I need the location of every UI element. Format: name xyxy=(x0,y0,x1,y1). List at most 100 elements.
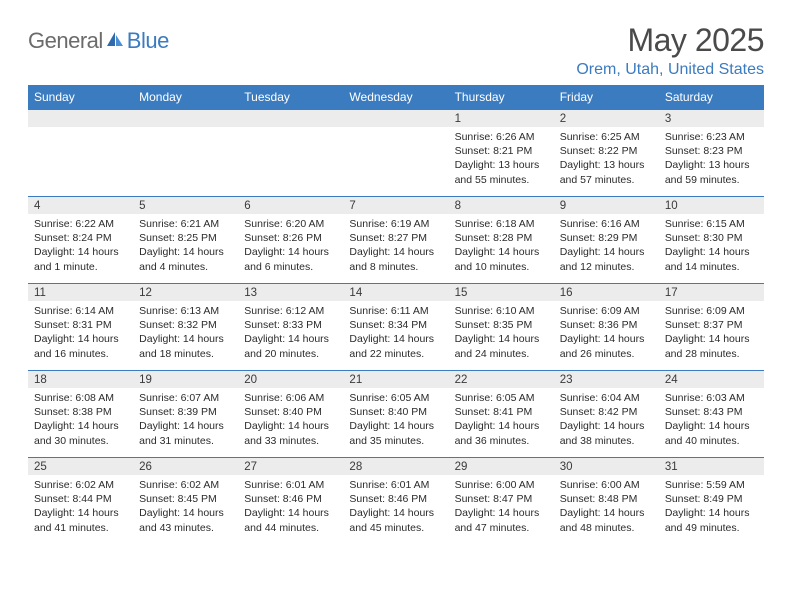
day-data: Sunrise: 6:01 AMSunset: 8:46 PMDaylight:… xyxy=(238,475,343,539)
day-cell: 3Sunrise: 6:23 AMSunset: 8:23 PMDaylight… xyxy=(659,110,764,196)
day-cell: 16Sunrise: 6:09 AMSunset: 8:36 PMDayligh… xyxy=(554,284,659,370)
sunrise-line: Sunrise: 6:04 AM xyxy=(560,391,653,405)
day-cell: 20Sunrise: 6:06 AMSunset: 8:40 PMDayligh… xyxy=(238,371,343,457)
day-cell: 11Sunrise: 6:14 AMSunset: 8:31 PMDayligh… xyxy=(28,284,133,370)
day-number: 20 xyxy=(238,371,343,388)
day-cell: 13Sunrise: 6:12 AMSunset: 8:33 PMDayligh… xyxy=(238,284,343,370)
sunrise-line: Sunrise: 6:09 AM xyxy=(560,304,653,318)
empty-cell xyxy=(238,110,343,196)
day-cell: 30Sunrise: 6:00 AMSunset: 8:48 PMDayligh… xyxy=(554,458,659,544)
day-number: 10 xyxy=(659,197,764,214)
daylight-line: Daylight: 14 hours and 30 minutes. xyxy=(34,419,127,447)
sunrise-line: Sunrise: 6:06 AM xyxy=(244,391,337,405)
day-data: Sunrise: 6:13 AMSunset: 8:32 PMDaylight:… xyxy=(133,301,238,365)
day-number: 27 xyxy=(238,458,343,475)
sunset-line: Sunset: 8:45 PM xyxy=(139,492,232,506)
dayname-cell: Wednesday xyxy=(343,85,448,109)
day-cell: 12Sunrise: 6:13 AMSunset: 8:32 PMDayligh… xyxy=(133,284,238,370)
sunrise-line: Sunrise: 6:14 AM xyxy=(34,304,127,318)
day-cell: 29Sunrise: 6:00 AMSunset: 8:47 PMDayligh… xyxy=(449,458,554,544)
day-number: 22 xyxy=(449,371,554,388)
sunrise-line: Sunrise: 6:25 AM xyxy=(560,130,653,144)
daylight-line: Daylight: 13 hours and 59 minutes. xyxy=(665,158,758,186)
sunrise-line: Sunrise: 6:09 AM xyxy=(665,304,758,318)
sunrise-line: Sunrise: 6:16 AM xyxy=(560,217,653,231)
day-number: 7 xyxy=(343,197,448,214)
empty-cell xyxy=(28,110,133,196)
daylight-line: Daylight: 14 hours and 6 minutes. xyxy=(244,245,337,273)
sunset-line: Sunset: 8:41 PM xyxy=(455,405,548,419)
day-data: Sunrise: 6:16 AMSunset: 8:29 PMDaylight:… xyxy=(554,214,659,278)
sunset-line: Sunset: 8:23 PM xyxy=(665,144,758,158)
sunset-line: Sunset: 8:38 PM xyxy=(34,405,127,419)
day-cell: 22Sunrise: 6:05 AMSunset: 8:41 PMDayligh… xyxy=(449,371,554,457)
day-data: Sunrise: 6:11 AMSunset: 8:34 PMDaylight:… xyxy=(343,301,448,365)
sunset-line: Sunset: 8:47 PM xyxy=(455,492,548,506)
sunrise-line: Sunrise: 6:02 AM xyxy=(139,478,232,492)
logo: General Blue xyxy=(28,22,169,54)
daylight-line: Daylight: 14 hours and 45 minutes. xyxy=(349,506,442,534)
day-cell: 27Sunrise: 6:01 AMSunset: 8:46 PMDayligh… xyxy=(238,458,343,544)
day-number: 24 xyxy=(659,371,764,388)
day-cell: 31Sunrise: 5:59 AMSunset: 8:49 PMDayligh… xyxy=(659,458,764,544)
daylight-line: Daylight: 14 hours and 31 minutes. xyxy=(139,419,232,447)
day-data: Sunrise: 6:09 AMSunset: 8:37 PMDaylight:… xyxy=(659,301,764,365)
day-data: Sunrise: 6:10 AMSunset: 8:35 PMDaylight:… xyxy=(449,301,554,365)
sunset-line: Sunset: 8:39 PM xyxy=(139,405,232,419)
day-number: 15 xyxy=(449,284,554,301)
sunrise-line: Sunrise: 6:02 AM xyxy=(34,478,127,492)
sunset-line: Sunset: 8:34 PM xyxy=(349,318,442,332)
sunset-line: Sunset: 8:42 PM xyxy=(560,405,653,419)
day-cell: 7Sunrise: 6:19 AMSunset: 8:27 PMDaylight… xyxy=(343,197,448,283)
daylight-line: Daylight: 14 hours and 36 minutes. xyxy=(455,419,548,447)
daylight-line: Daylight: 14 hours and 22 minutes. xyxy=(349,332,442,360)
sunset-line: Sunset: 8:40 PM xyxy=(349,405,442,419)
day-cell: 24Sunrise: 6:03 AMSunset: 8:43 PMDayligh… xyxy=(659,371,764,457)
day-data: Sunrise: 6:22 AMSunset: 8:24 PMDaylight:… xyxy=(28,214,133,278)
sunset-line: Sunset: 8:36 PM xyxy=(560,318,653,332)
day-data: Sunrise: 6:19 AMSunset: 8:27 PMDaylight:… xyxy=(343,214,448,278)
day-number: 4 xyxy=(28,197,133,214)
sunset-line: Sunset: 8:22 PM xyxy=(560,144,653,158)
dayname-cell: Sunday xyxy=(28,85,133,109)
logo-text-2: Blue xyxy=(127,28,169,54)
day-cell: 2Sunrise: 6:25 AMSunset: 8:22 PMDaylight… xyxy=(554,110,659,196)
day-number: 9 xyxy=(554,197,659,214)
dayname-cell: Friday xyxy=(554,85,659,109)
header: General Blue May 2025 Orem, Utah, United… xyxy=(28,22,764,79)
daylight-line: Daylight: 14 hours and 1 minute. xyxy=(34,245,127,273)
sunset-line: Sunset: 8:37 PM xyxy=(665,318,758,332)
day-number: 8 xyxy=(449,197,554,214)
daylight-line: Daylight: 14 hours and 20 minutes. xyxy=(244,332,337,360)
sunset-line: Sunset: 8:31 PM xyxy=(34,318,127,332)
week-row: 25Sunrise: 6:02 AMSunset: 8:44 PMDayligh… xyxy=(28,457,764,544)
day-data: Sunrise: 6:05 AMSunset: 8:41 PMDaylight:… xyxy=(449,388,554,452)
sunrise-line: Sunrise: 6:05 AM xyxy=(349,391,442,405)
sunset-line: Sunset: 8:44 PM xyxy=(34,492,127,506)
sunrise-line: Sunrise: 5:59 AM xyxy=(665,478,758,492)
sunrise-line: Sunrise: 6:26 AM xyxy=(455,130,548,144)
sunset-line: Sunset: 8:29 PM xyxy=(560,231,653,245)
day-number: 17 xyxy=(659,284,764,301)
sunset-line: Sunset: 8:40 PM xyxy=(244,405,337,419)
day-cell: 6Sunrise: 6:20 AMSunset: 8:26 PMDaylight… xyxy=(238,197,343,283)
daylight-line: Daylight: 14 hours and 35 minutes. xyxy=(349,419,442,447)
day-data: Sunrise: 6:08 AMSunset: 8:38 PMDaylight:… xyxy=(28,388,133,452)
sunrise-line: Sunrise: 6:10 AM xyxy=(455,304,548,318)
sunrise-line: Sunrise: 6:21 AM xyxy=(139,217,232,231)
day-data: Sunrise: 6:25 AMSunset: 8:22 PMDaylight:… xyxy=(554,127,659,191)
sunrise-line: Sunrise: 6:07 AM xyxy=(139,391,232,405)
daylight-line: Daylight: 14 hours and 28 minutes. xyxy=(665,332,758,360)
day-data: Sunrise: 6:00 AMSunset: 8:47 PMDaylight:… xyxy=(449,475,554,539)
day-number: 5 xyxy=(133,197,238,214)
dayname-cell: Tuesday xyxy=(238,85,343,109)
day-number: 14 xyxy=(343,284,448,301)
day-data: Sunrise: 6:21 AMSunset: 8:25 PMDaylight:… xyxy=(133,214,238,278)
day-number: 21 xyxy=(343,371,448,388)
sunset-line: Sunset: 8:46 PM xyxy=(349,492,442,506)
day-cell: 9Sunrise: 6:16 AMSunset: 8:29 PMDaylight… xyxy=(554,197,659,283)
sunrise-line: Sunrise: 6:22 AM xyxy=(34,217,127,231)
daylight-line: Daylight: 14 hours and 49 minutes. xyxy=(665,506,758,534)
logo-sail-icon xyxy=(105,30,125,53)
day-data: Sunrise: 5:59 AMSunset: 8:49 PMDaylight:… xyxy=(659,475,764,539)
